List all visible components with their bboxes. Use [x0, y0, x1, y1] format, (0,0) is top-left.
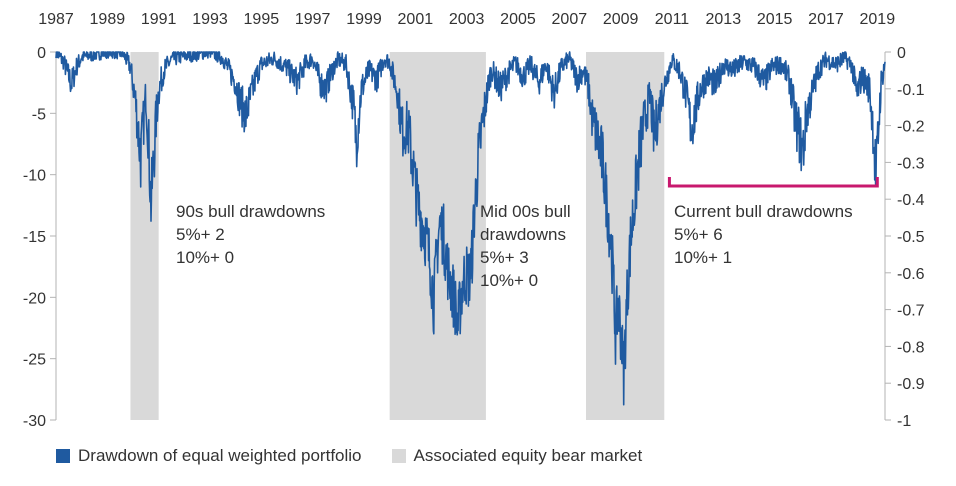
series-line-1 — [55, 51, 886, 406]
annotation-line: 5%+ 3 — [480, 248, 529, 267]
right-tick-label: -0.7 — [897, 303, 925, 320]
legend-item-drawdown: Drawdown of equal weighted portfolio — [56, 446, 362, 466]
x-tick-label-1995: 1995 — [244, 11, 280, 28]
annotation-line: Current bull drawdowns — [674, 202, 853, 221]
annotation-line: 10%+ 0 — [176, 248, 234, 267]
left-tick-label: -20 — [23, 290, 46, 307]
annotation-line: Mid 00s bull — [480, 202, 571, 221]
axes: 1987 1989 1991 1993 1995 1997 1999 2001 2003 2005… — [23, 11, 925, 430]
annotation-1: 90s bull drawdowns 5%+ 2 10%+ 0 — [176, 202, 325, 267]
right-tick-label: 0 — [897, 45, 906, 62]
right-tick-label: -0.3 — [897, 155, 925, 172]
current-bull-bracket-line — [667, 177, 879, 188]
annotation-line: 10%+ 1 — [674, 248, 732, 267]
annotation-2: Mid 00s bull drawdowns 5%+ 3 10%+ 0 — [480, 202, 571, 290]
legend-swatch-bear-market — [391, 449, 406, 463]
right-tick-label: -0.1 — [897, 82, 925, 99]
legend: Drawdown of equal weighted portfolio Ass… — [56, 446, 672, 466]
drawdown-series — [55, 51, 886, 406]
right-tick-label: -0.2 — [897, 119, 925, 136]
legend-swatch-drawdown — [56, 449, 70, 463]
x-tick-label-2009: 2009 — [603, 11, 639, 28]
annotation-3: Current bull drawdowns 5%+ 6 10%+ 1 — [674, 202, 853, 267]
annotation-line: 90s bull drawdowns — [176, 202, 325, 221]
x-tick-label-2015: 2015 — [757, 11, 793, 28]
left-tick-label: -10 — [23, 168, 46, 185]
right-tick-label: -0.5 — [897, 229, 925, 246]
x-tick-label-1997: 1997 — [295, 11, 331, 28]
annotation-line: 5%+ 6 — [674, 225, 723, 244]
x-tick-label-2005: 2005 — [500, 11, 536, 28]
x-tick-label-1993: 1993 — [192, 11, 228, 28]
left-tick-label: -25 — [23, 352, 46, 369]
x-tick-label-2003: 2003 — [449, 11, 485, 28]
right-tick-label: -0.9 — [897, 376, 925, 393]
x-tick-label-2011: 2011 — [655, 11, 690, 28]
current-bull-bracket — [667, 177, 879, 188]
annotation-line: 5%+ 2 — [176, 225, 225, 244]
drawdown-chart: 1987 1989 1991 1993 1995 1997 1999 2001 2003 2005… — [23, 11, 925, 430]
left-tick-label: -15 — [23, 229, 46, 246]
x-tick-label-1991: 1991 — [141, 11, 177, 28]
x-tick-label-2017: 2017 — [808, 11, 844, 28]
x-tick-label-1987: 1987 — [38, 11, 74, 28]
right-tick-label: -1 — [897, 413, 911, 430]
x-tick-label-2001: 2001 — [398, 11, 434, 28]
right-tick-label: -0.8 — [897, 339, 925, 356]
x-tick-label-2013: 2013 — [706, 11, 742, 28]
right-tick-label: -0.6 — [897, 266, 925, 283]
legend-label-bear-market: Associated equity bear market — [413, 446, 643, 465]
legend-label-drawdown: Drawdown of equal weighted portfolio — [78, 446, 362, 465]
left-tick-label: -5 — [32, 106, 46, 123]
x-tick-label-1999: 1999 — [346, 11, 382, 28]
left-tick-label: -30 — [23, 413, 46, 430]
annotation-line: 10%+ 0 — [480, 271, 538, 290]
legend-item-bear-market: Associated equity bear market — [391, 446, 643, 466]
x-tick-label-1989: 1989 — [90, 11, 126, 28]
right-tick-label: -0.4 — [897, 192, 925, 209]
left-tick-label: 0 — [37, 45, 46, 62]
x-tick-label-2007: 2007 — [552, 11, 588, 28]
annotation-line: drawdowns — [480, 225, 566, 244]
x-tick-label-2019: 2019 — [860, 11, 896, 28]
